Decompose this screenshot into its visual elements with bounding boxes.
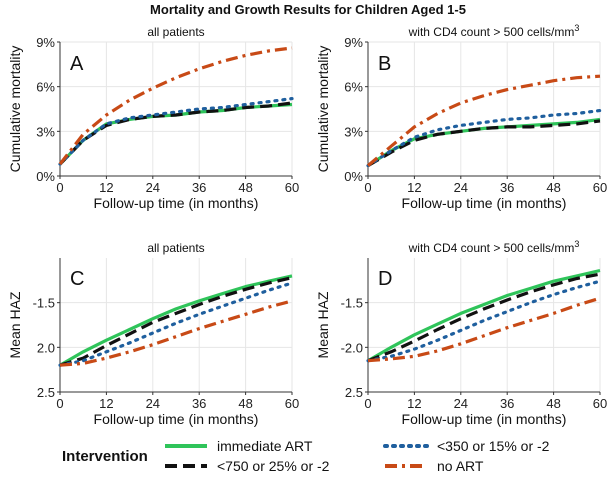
panel-C: 0 12 24 36 48 60 2.5 2.0 -1.5 Follow-up time (in … (7, 241, 299, 427)
plot-area (60, 258, 292, 392)
panel-B: 0 12 24 36 48 60 0% 3% 6% 9% Follow-up time (in mo… (315, 23, 607, 211)
x-tick-label: 0 (56, 180, 63, 195)
y-tick-label: 3% (344, 124, 363, 139)
legend-label-cd4_350: <350 or 15% or -2 (437, 438, 550, 454)
y-tick-label: 2.5 (37, 385, 55, 400)
series-line-cd4_750 (367, 119, 601, 167)
legend-label-cd4_750: <750 or 25% or -2 (217, 458, 330, 474)
x-axis-label: Follow-up time (in months) (94, 411, 259, 427)
series-line-immediate_art (59, 274, 293, 367)
y-tick-label: -2.0 (341, 340, 363, 355)
series-line-cd4_350 (58, 96, 294, 166)
y-tick-label: 2.5 (345, 385, 363, 400)
x-tick-label: 36 (500, 396, 514, 411)
series-line-no_art (367, 296, 601, 363)
panel-A: 0 12 24 36 48 60 0% 3% 6% 9% Follow-up time (in mo… (7, 25, 299, 211)
panel-title: all patients (147, 25, 204, 39)
legend-title: Intervention (62, 448, 148, 465)
panel-title: all patients (147, 241, 204, 255)
x-tick-label: 36 (500, 180, 514, 195)
y-tick-label: -1.5 (341, 296, 363, 311)
x-tick-label: 24 (454, 396, 468, 411)
panel-title: with CD4 count > 500 cells/mm3 (408, 23, 580, 39)
series-line-immediate_art (367, 268, 601, 363)
legend: immediate ART <750 or 25% or -2 <350 or 15… (165, 438, 550, 474)
x-tick-label: 24 (146, 180, 160, 195)
x-tick-label: 12 (99, 396, 113, 411)
y-tick-label: 0% (344, 169, 363, 184)
x-tick-label: 36 (192, 396, 206, 411)
y-tick-label: 6% (36, 80, 55, 95)
y-tick-label: 6% (344, 80, 363, 95)
y-axis-label: Mean HAZ (315, 291, 331, 358)
x-axis-label: Follow-up time (in months) (402, 411, 567, 427)
panel-D: 0 12 24 36 48 60 2.5 -2.0 -1.5 Follow-up time (in… (315, 239, 607, 427)
y-axis-label: Cumulative mortality (315, 46, 331, 173)
plot-area (60, 42, 292, 176)
x-tick-label: 60 (593, 180, 607, 195)
series-line-cd4_750 (59, 276, 293, 367)
series-line-cd4_350 (366, 108, 602, 168)
x-tick-label: 0 (56, 396, 63, 411)
x-axis-label: Follow-up time (in months) (402, 195, 567, 211)
x-tick-label: 12 (407, 396, 421, 411)
legend-label-no_art: no ART (437, 458, 484, 474)
series-line-cd4_350 (366, 279, 602, 363)
x-axis-label: Follow-up time (in months) (94, 195, 259, 211)
panel-letter: D (378, 268, 392, 290)
y-tick-label: 9% (36, 35, 55, 50)
series-line-cd4_750 (58, 101, 293, 166)
y-tick-label: 9% (344, 35, 363, 50)
panel-title: with CD4 count > 500 cells/mm3 (408, 239, 580, 255)
x-tick-label: 48 (238, 396, 252, 411)
y-axis-label: Mean HAZ (7, 291, 23, 358)
series-line-no_art (59, 299, 293, 367)
x-tick-label: 48 (546, 180, 560, 195)
panel-letter: A (70, 53, 84, 75)
series-line-no_art (366, 74, 601, 167)
panel-letter: C (70, 268, 84, 290)
x-tick-label: 12 (99, 180, 113, 195)
x-tick-label: 36 (192, 180, 206, 195)
figure-title: Mortality and Growth Results for Childre… (150, 2, 466, 17)
x-tick-label: 60 (593, 396, 607, 411)
x-tick-label: 60 (285, 396, 299, 411)
x-tick-label: 60 (285, 180, 299, 195)
plot-area (368, 42, 600, 176)
series-line-cd4_350 (58, 281, 294, 367)
panel-letter: B (378, 53, 391, 75)
series-line-cd4_750 (367, 272, 601, 363)
legend-label-immediate_art: immediate ART (217, 438, 313, 454)
y-axis-label: Cumulative mortality (7, 46, 23, 173)
series-line-no_art (58, 46, 293, 166)
x-tick-label: 24 (146, 396, 160, 411)
x-tick-label: 48 (238, 180, 252, 195)
y-tick-label: 0% (36, 169, 55, 184)
y-tick-label: -1.5 (33, 296, 55, 311)
x-tick-label: 0 (364, 180, 371, 195)
x-tick-label: 12 (407, 180, 421, 195)
x-tick-label: 24 (454, 180, 468, 195)
x-tick-label: 0 (364, 396, 371, 411)
y-tick-label: 2.0 (37, 340, 55, 355)
y-tick-label: 3% (36, 124, 55, 139)
x-tick-label: 48 (546, 396, 560, 411)
